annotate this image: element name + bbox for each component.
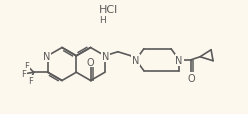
Text: N: N (132, 55, 140, 65)
Text: N: N (175, 55, 183, 65)
Text: O: O (87, 57, 94, 67)
Text: N: N (102, 51, 110, 61)
Text: H: H (99, 15, 106, 24)
Text: F: F (24, 61, 29, 70)
Text: O: O (187, 73, 195, 83)
Text: HCl: HCl (99, 5, 118, 15)
Text: F: F (28, 76, 33, 85)
Text: N: N (43, 51, 50, 61)
Text: F: F (21, 69, 26, 78)
